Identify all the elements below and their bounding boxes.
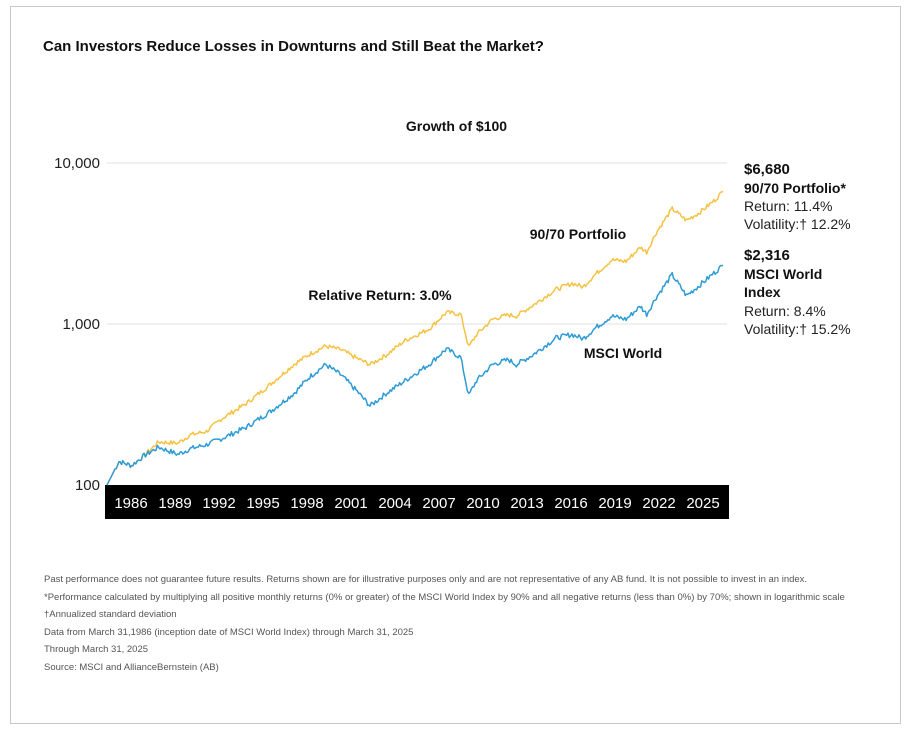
portfolio-volatility: Volatility:† 12.2% <box>744 216 851 232</box>
msci-return: Return: 8.4% <box>744 303 826 319</box>
footnotes: Past performance does not guarantee futu… <box>44 571 845 677</box>
chart-labels: Relative Return: 3.0% 90/70 Portfolio MSCI… <box>308 161 850 361</box>
msci-inline-label: MSCI World <box>584 345 662 361</box>
x-tick-label: 2019 <box>598 495 631 512</box>
footnote: Source: MSCI and AllianceBernstein (AB) <box>44 661 219 673</box>
x-axis-band <box>105 485 729 519</box>
x-tick-label: 1989 <box>158 495 191 512</box>
y-tick-label: 100 <box>75 477 100 494</box>
portfolio-end-value: $6,680 <box>744 161 790 178</box>
msci-volatility: Volatility:† 15.2% <box>744 321 851 337</box>
x-tick-label: 2013 <box>510 495 543 512</box>
footnote: *Performance calculated by multiplying a… <box>44 591 845 603</box>
y-tick-label: 1,000 <box>62 316 100 333</box>
footnote: Data from March 31,1986 (inception date … <box>44 626 414 638</box>
chart-subtitle: Growth of $100 <box>405 118 508 134</box>
x-tick-label: 1998 <box>290 495 323 512</box>
x-tick-label: 2007 <box>422 495 455 512</box>
x-tick-label: 2010 <box>466 495 499 512</box>
x-tick-label: 1995 <box>246 495 279 512</box>
x-tick-label: 2022 <box>642 495 675 512</box>
msci-end-name: MSCI World <box>744 266 822 282</box>
portfolio-line <box>106 190 724 486</box>
x-tick-label: 2025 <box>686 495 719 512</box>
chart-frame <box>10 6 901 724</box>
y-axis-labels: 10,000 1,000 100 <box>54 155 100 494</box>
portfolio-end-name: 90/70 Portfolio* <box>744 180 846 196</box>
x-tick-label: 2001 <box>334 495 367 512</box>
y-tick-label: 10,000 <box>54 155 100 172</box>
portfolio-inline-label: 90/70 Portfolio <box>530 226 626 242</box>
x-tick-label: 1992 <box>202 495 235 512</box>
footnote: Past performance does not guarantee futu… <box>44 574 808 585</box>
gridlines <box>107 162 727 325</box>
msci-end-name: Index <box>744 284 781 300</box>
msci-end-value: $2,316 <box>744 247 790 264</box>
portfolio-return: Return: 11.4% <box>744 198 832 214</box>
msci-world-line <box>106 264 724 486</box>
x-tick-label: 2016 <box>554 495 587 512</box>
x-tick-label: 2004 <box>378 495 411 512</box>
footnote: †Annualized standard deviation <box>44 609 177 621</box>
relative-return-annotation: Relative Return: 3.0% <box>308 287 452 303</box>
footnote: Through March 31, 2025 <box>44 644 149 656</box>
x-tick-label: 1986 <box>114 495 147 512</box>
x-axis: 1986 1989 1992 1995 1998 2001 2004 2007 2010 2013… <box>105 485 729 519</box>
series-lines <box>106 190 724 486</box>
page-title: Can Investors Reduce Losses in Downturns… <box>43 38 544 55</box>
